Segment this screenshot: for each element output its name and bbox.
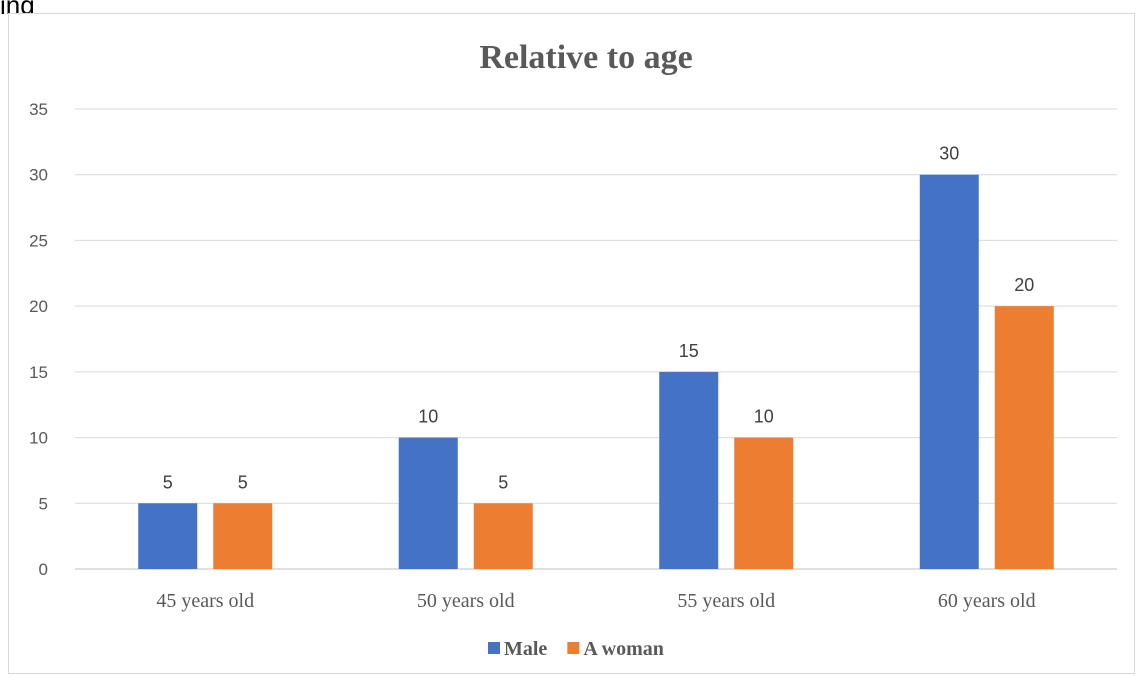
y-tick-label: 10 — [29, 429, 48, 448]
legend: Male A woman — [488, 638, 664, 660]
x-category-label: 45 years old — [156, 590, 254, 612]
bar-male-1 — [138, 503, 198, 569]
bar-a-woman-4 — [994, 306, 1054, 569]
data-label: 30 — [939, 144, 959, 164]
data-label: 10 — [754, 407, 774, 427]
y-tick-label: 35 — [29, 100, 48, 119]
labels: 0 5 10 15 20 25 30 35 5 5 45 years old 10 5 50 years … — [29, 100, 1036, 612]
legend-item-1: Male — [488, 638, 547, 660]
data-label: 10 — [418, 407, 438, 427]
bar-male-3 — [659, 371, 719, 569]
bar-a-woman-2 — [473, 503, 533, 569]
y-tick-label: 30 — [29, 166, 48, 185]
bar-a-woman-1 — [213, 503, 273, 569]
data-label: 15 — [679, 341, 699, 361]
x-category-label: 55 years old — [677, 590, 775, 612]
y-tick-label: 20 — [29, 297, 48, 316]
x-category-label: 60 years old — [938, 590, 1036, 612]
legend-label: Male — [504, 638, 547, 660]
data-label: 5 — [163, 472, 173, 492]
legend-swatch — [488, 642, 500, 654]
bar-male-2 — [398, 437, 458, 569]
y-tick-label: 25 — [29, 231, 48, 250]
data-label: 5 — [238, 472, 248, 492]
y-tick-label: 5 — [39, 494, 48, 513]
data-label: 20 — [1014, 275, 1034, 295]
bars — [138, 174, 1054, 569]
bar-a-woman-3 — [734, 437, 794, 569]
data-label: 5 — [498, 472, 508, 492]
bar-male-4 — [919, 174, 979, 569]
legend-item-2: A woman — [567, 638, 664, 660]
chart-title: Relative to age — [479, 39, 692, 76]
y-tick-label: 0 — [39, 560, 48, 579]
legend-swatch — [567, 642, 580, 654]
y-tick-label: 15 — [29, 363, 48, 382]
legend-label: A woman — [583, 638, 664, 660]
x-category-label: 50 years old — [417, 590, 515, 612]
